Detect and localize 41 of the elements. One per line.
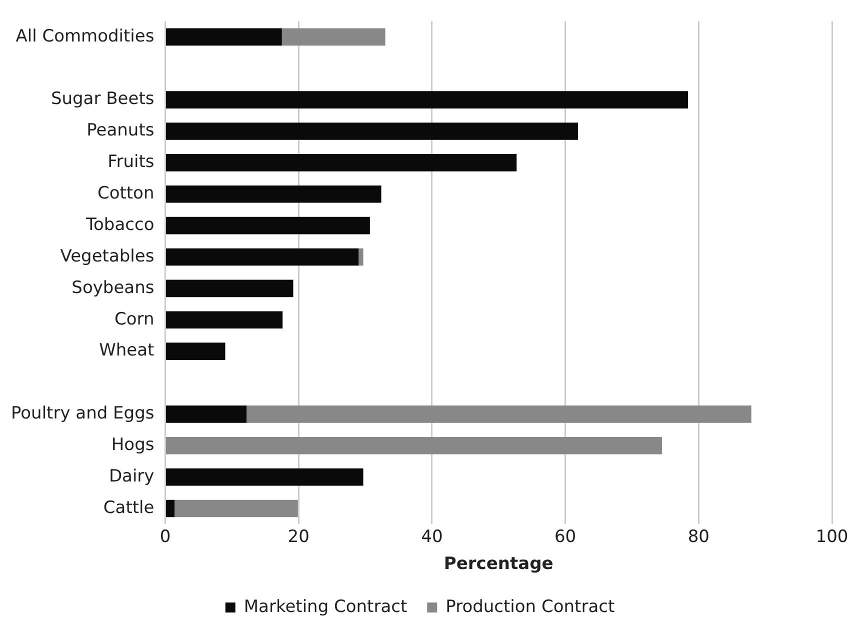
bar xyxy=(166,28,282,46)
y-tick-label: All Commodities xyxy=(16,26,154,46)
bar xyxy=(166,91,688,108)
x-tick-label: 20 xyxy=(288,526,310,547)
y-tick-label: Poultry and Eggs xyxy=(10,404,154,424)
y-tick-label: Sugar Beets xyxy=(50,89,154,110)
x-tick-label: 60 xyxy=(554,526,576,547)
bar xyxy=(166,248,359,266)
bar xyxy=(166,216,370,234)
bar xyxy=(282,28,386,46)
y-tick-label: Hogs xyxy=(111,435,154,456)
x-tick-label: 40 xyxy=(421,526,443,547)
x-tick-label: 80 xyxy=(688,526,710,547)
legend-label: Production Contract xyxy=(446,596,615,617)
bar xyxy=(166,406,247,423)
y-tick-label: Peanuts xyxy=(86,120,154,141)
y-tick-label: Tobacco xyxy=(85,214,154,235)
bar xyxy=(246,406,752,423)
y-tick-label: Fruits xyxy=(108,152,154,172)
y-tick-label: Wheat xyxy=(99,340,155,361)
x-tick-label: 0 xyxy=(160,526,171,547)
bar xyxy=(166,185,382,203)
bar xyxy=(166,311,283,328)
y-tick-label: Corn xyxy=(114,309,154,330)
bar xyxy=(358,248,364,266)
y-tick-label: Cotton xyxy=(97,184,154,204)
y-tick-label: Dairy xyxy=(108,466,154,486)
bar xyxy=(166,468,364,486)
y-tick-label: Vegetables xyxy=(60,246,154,266)
y-tick-label: Soybeans xyxy=(72,278,154,298)
bar xyxy=(166,342,226,360)
x-axis-title: Percentage xyxy=(444,554,554,574)
bar xyxy=(166,436,662,454)
bar xyxy=(166,280,294,298)
x-tick-label: 100 xyxy=(816,526,848,547)
bar xyxy=(166,500,175,518)
y-tick-label: Cattle xyxy=(103,498,154,518)
bar xyxy=(166,154,517,172)
bar xyxy=(174,500,298,518)
legend-label: Marketing Contract xyxy=(244,596,408,617)
bar xyxy=(166,122,578,140)
